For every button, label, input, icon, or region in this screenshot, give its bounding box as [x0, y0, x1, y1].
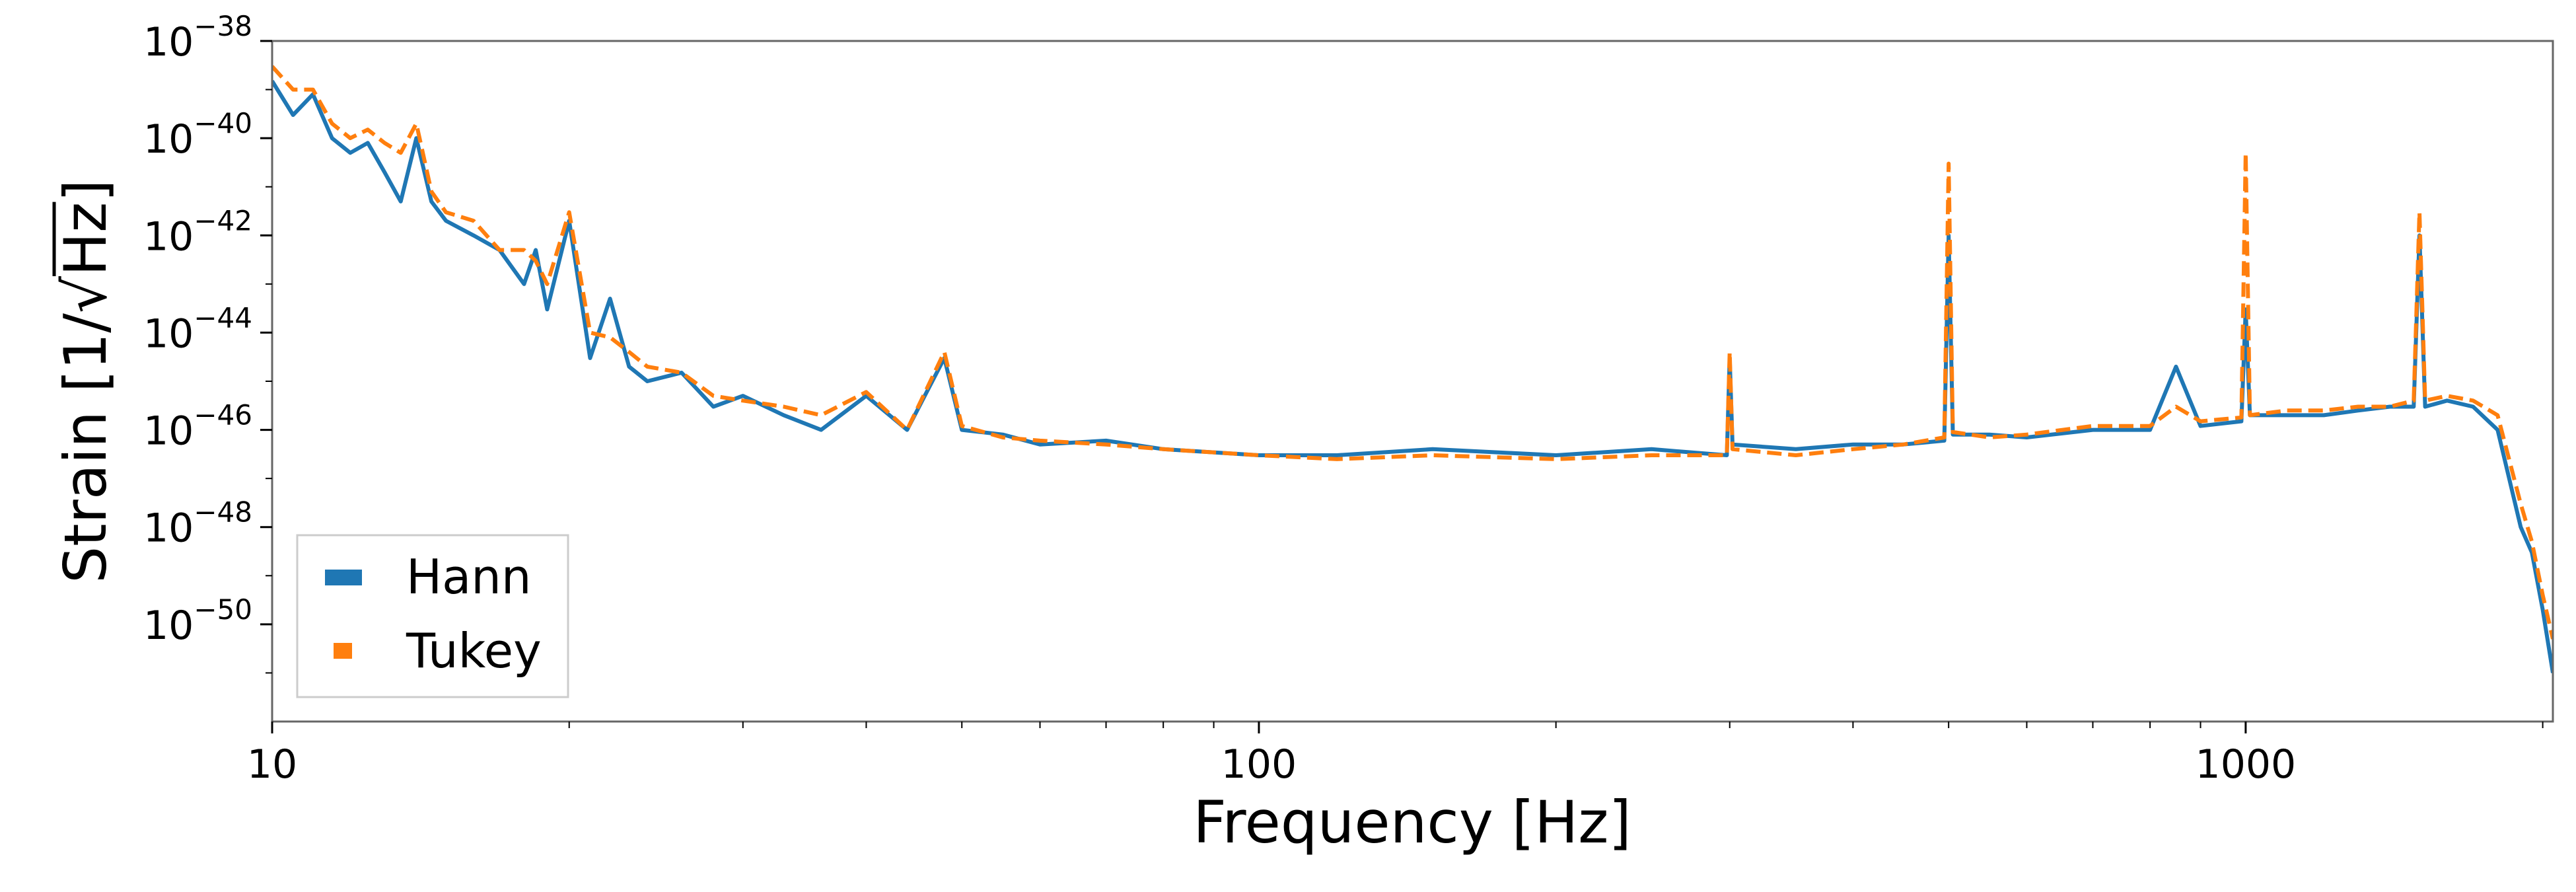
series-line-tukey — [272, 65, 2553, 640]
legend-label-hann: Hann — [406, 549, 532, 605]
y-axis-label-suffix: ] — [52, 179, 120, 202]
y-axis-label-radicand: Hz — [52, 202, 120, 276]
x-tick-label: 10 — [247, 741, 297, 788]
legend-box — [296, 534, 569, 698]
y-axis-ticks: 10−38 10−40 10−42 10−44 10−46 10−48 10−50 — [143, 10, 272, 674]
y-axis-label-prefix: Strain [1/ — [52, 313, 120, 583]
plot-frame — [271, 40, 2554, 723]
x-axis-label: Frequency [Hz] — [1193, 788, 1631, 856]
y-tick-label: 10−38 — [143, 10, 252, 65]
series-layer — [272, 65, 2553, 673]
y-tick-label: 10−44 — [143, 301, 252, 357]
y-tick-label: 10−40 — [143, 107, 252, 163]
y-tick-label: 10−50 — [143, 593, 252, 649]
sqrt-sign: √ — [52, 276, 120, 313]
legend-label-tukey: Tukey — [406, 623, 542, 679]
legend-swatch-tukey — [334, 643, 352, 659]
y-tick-label: 10−48 — [143, 496, 252, 552]
svg-text:Strain [1/√Hz]: Strain [1/√Hz] — [52, 179, 120, 583]
legend: Hann Tukey — [296, 534, 569, 698]
x-tick-label: 1000 — [2196, 741, 2297, 788]
y-tick-label: 10−42 — [143, 204, 252, 260]
x-axis-ticks: 10 100 1000 — [247, 722, 2544, 788]
series-line-hann — [272, 80, 2553, 673]
y-axis-label: Strain [1/√Hz] — [52, 179, 120, 583]
x-tick-label: 100 — [1221, 741, 1297, 788]
y-tick-label: 10−46 — [143, 399, 252, 455]
legend-swatch-hann — [325, 570, 362, 585]
